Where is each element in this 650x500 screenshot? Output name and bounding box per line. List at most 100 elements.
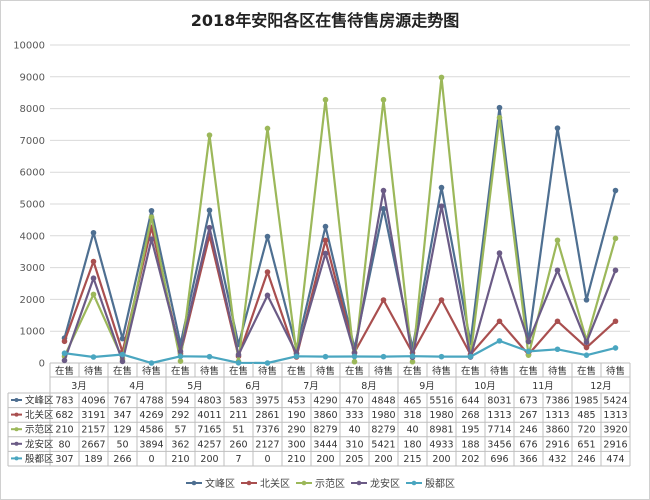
- table-cell: 767: [113, 396, 131, 407]
- table-cell: 2861: [255, 410, 279, 421]
- table-cell: 189: [84, 454, 102, 465]
- table-cell: 4848: [371, 396, 395, 407]
- data-point: [554, 125, 561, 131]
- table-cell: 3920: [603, 425, 627, 436]
- legend-swatch-dot: [14, 427, 19, 432]
- data-point: [554, 237, 561, 244]
- y-tick-label: 6000: [20, 168, 45, 179]
- table-cell: 3860: [545, 425, 569, 436]
- table-cell: 2127: [255, 439, 279, 450]
- table-cell: 310: [345, 439, 363, 450]
- table-row-name: 殷都区: [25, 454, 54, 465]
- data-point: [206, 207, 213, 214]
- x-tick-label: 待售: [548, 365, 567, 377]
- series-line: [63, 106, 617, 350]
- data-point: [148, 236, 155, 242]
- table-cell: 583: [229, 396, 247, 407]
- data-point: [90, 258, 97, 265]
- legend-swatch-dot: [14, 398, 19, 402]
- data-point: [554, 267, 561, 274]
- table-cell: 57: [174, 425, 186, 436]
- x-tick-label: 在售: [403, 365, 422, 377]
- x-tick-label: 在售: [55, 365, 74, 377]
- table-cell: 300: [287, 439, 305, 450]
- data-point: [496, 338, 503, 344]
- data-point: [438, 297, 445, 303]
- table-cell: 7714: [487, 425, 511, 436]
- data-point: [235, 359, 242, 366]
- table-cell: 8981: [429, 425, 453, 436]
- data-point: [554, 318, 561, 325]
- legend-label: 龙安区: [370, 477, 400, 490]
- table-cell: 246: [577, 454, 595, 465]
- table-cell: 0: [264, 454, 270, 465]
- x-tick-label: 在售: [287, 365, 306, 377]
- data-point: [612, 235, 619, 242]
- table-cell: 347: [113, 410, 131, 421]
- table-cell: 8031: [487, 396, 511, 407]
- table-cell: 50: [116, 439, 128, 450]
- table-cell: 4257: [197, 439, 221, 450]
- table-cell: 80: [58, 439, 70, 450]
- data-point: [525, 348, 532, 355]
- data-point: [496, 250, 503, 256]
- data-point: [90, 291, 97, 298]
- data-point: [177, 348, 184, 355]
- x-tick-label: 在售: [461, 365, 480, 377]
- data-point: [61, 338, 68, 345]
- table-cell: 594: [171, 396, 189, 407]
- data-point: [467, 353, 474, 360]
- y-tick-label: 3000: [20, 263, 45, 274]
- table-cell: 1985: [574, 396, 598, 407]
- table-cell: 190: [287, 410, 305, 421]
- data-point: [583, 344, 590, 351]
- table-cell: 211: [229, 410, 247, 421]
- table-cell: 0: [148, 454, 154, 465]
- y-tick-layer: 0 1000 2000 3000 4000 5000 6000 7000 8000 9000 100…: [13, 41, 45, 370]
- data-point: [438, 74, 445, 81]
- data-point: [322, 353, 329, 360]
- data-point: [322, 96, 329, 103]
- data-point: [264, 292, 271, 299]
- data-point: [177, 353, 184, 360]
- data-point: [293, 353, 300, 360]
- data-point: [322, 223, 329, 230]
- y-tick-label: 8000: [20, 104, 45, 115]
- x-tick-label: 待售: [490, 365, 509, 377]
- legend-swatch-dot: [411, 480, 417, 486]
- data-point: [380, 353, 387, 360]
- table-cell: 7386: [545, 396, 569, 407]
- data-point: [583, 352, 590, 358]
- legend-swatch-dot: [14, 412, 19, 417]
- data-point: [438, 184, 445, 191]
- data-point: [119, 358, 126, 365]
- y-tick-label: 0: [39, 359, 45, 370]
- table-cell: 696: [490, 454, 508, 465]
- data-point: [380, 297, 387, 303]
- data-point: [90, 275, 97, 281]
- table-cell: 651: [577, 439, 595, 450]
- table-row-name: 北关区: [25, 409, 54, 421]
- x-tick-label: 待售: [200, 365, 219, 377]
- table-cell: 1313: [545, 410, 569, 421]
- series-line: [63, 189, 617, 363]
- legend-swatch-dot: [14, 441, 19, 446]
- data-point: [554, 346, 561, 353]
- table-cell: 2667: [81, 439, 105, 450]
- table-cell: 3894: [139, 439, 163, 450]
- data-point: [583, 339, 590, 346]
- table-cell: 268: [461, 410, 479, 421]
- legend-label: 北关区: [260, 477, 290, 490]
- table-cell: 205: [345, 454, 363, 465]
- table-cell: 3456: [487, 439, 511, 450]
- y-tick-label: 7000: [20, 136, 45, 147]
- table-cell: 333: [345, 410, 363, 421]
- data-point: [61, 350, 68, 357]
- table-cell: 485: [577, 410, 595, 421]
- table-cell: 366: [519, 454, 537, 465]
- data-point: [496, 114, 503, 121]
- series-line: [64, 339, 616, 365]
- table-cell: 5421: [371, 439, 395, 450]
- table-cell: 644: [461, 396, 479, 407]
- table-cell: 432: [548, 454, 566, 465]
